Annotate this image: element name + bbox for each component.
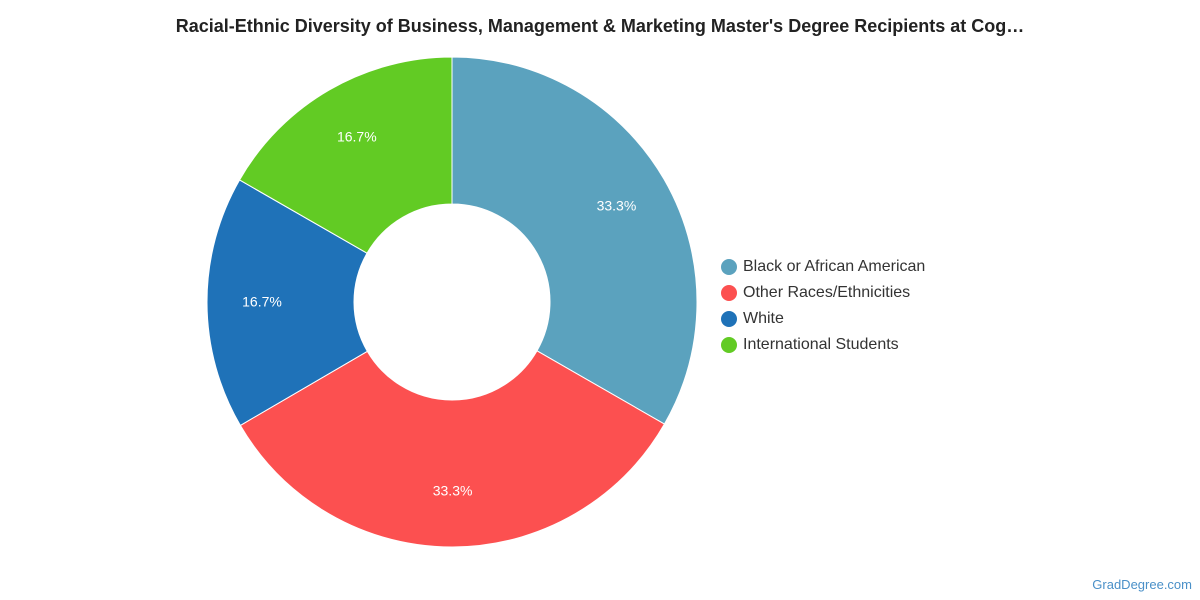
slice-value-label: 16.7% (337, 128, 377, 144)
legend-swatch (721, 311, 737, 327)
legend-label: International Students (743, 336, 899, 353)
slice-value-label: 33.3% (433, 483, 473, 499)
legend-label: White (743, 310, 784, 327)
slice-labels-group: 33.3% 33.3% 16.7% 16.7% (242, 128, 636, 498)
legend-swatch (721, 285, 737, 301)
legend-item[interactable]: Black or African American (721, 254, 925, 280)
slice-value-label: 33.3% (597, 198, 637, 214)
legend-swatch (721, 259, 737, 275)
legend-item[interactable]: International Students (721, 332, 925, 358)
donut-slice[interactable] (206, 179, 369, 427)
slice-value-label: 16.7% (242, 293, 282, 309)
legend-label: Black or African American (743, 258, 926, 275)
slices-group (206, 56, 698, 548)
donut-slice[interactable] (239, 350, 666, 548)
donut-slice[interactable] (238, 56, 453, 254)
legend-item[interactable]: White (721, 306, 925, 332)
donut-slice[interactable] (451, 56, 698, 425)
legend-item[interactable]: Other Races/Ethnicities (721, 280, 925, 306)
legend-label: Other Races/Ethnicities (743, 284, 911, 301)
legend-swatch (721, 337, 737, 353)
source-credit[interactable]: GradDegree.com (1092, 577, 1192, 592)
legend: Black or African American Other Races/Et… (721, 254, 925, 358)
chart-title: Racial-Ethnic Diversity of Business, Man… (175, 16, 1025, 36)
